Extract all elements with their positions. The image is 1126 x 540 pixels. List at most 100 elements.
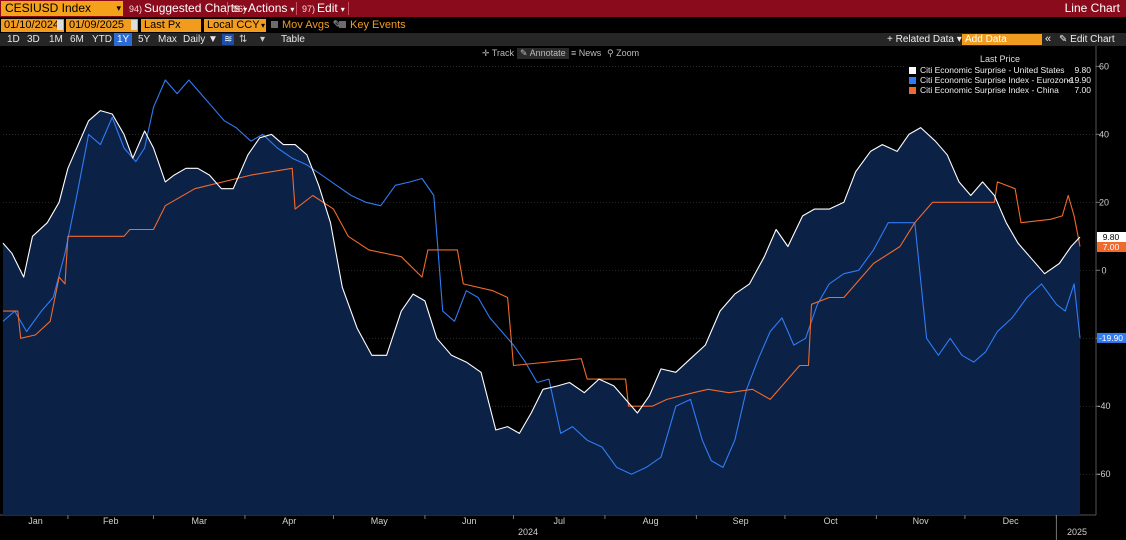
currency-select[interactable]: Local CCY ▾ xyxy=(204,19,266,32)
chevron-down-icon: ▾ xyxy=(340,5,345,14)
legend-swatch xyxy=(909,77,916,84)
zoom-tool[interactable]: ⚲ Zoom xyxy=(607,48,640,58)
legend-entry-china[interactable]: Citi Economic Surprise Index - China 7.0… xyxy=(909,85,1091,96)
calendar-icon[interactable] xyxy=(131,20,137,30)
x-tick-label: Sep xyxy=(733,516,749,526)
collapse-icon[interactable]: « xyxy=(1045,33,1052,45)
bar-style-icon[interactable]: ⇅ xyxy=(239,34,248,45)
chevron-down-icon: ▾ xyxy=(260,21,265,30)
us-series-line xyxy=(2,110,1081,434)
x-tick-label: Nov xyxy=(913,516,930,526)
end-date-value: 01/09/2025 xyxy=(69,19,125,31)
related-data-button[interactable]: + Related Data ▾ xyxy=(887,34,962,45)
suggested-charts-menu[interactable]: 94) Suggested Charts ▾ xyxy=(129,1,248,15)
china-last-value-tag-bg xyxy=(1097,241,1126,252)
command-bar: CESIUSD Index ▾ 94) Suggested Charts ▾ 96)… xyxy=(0,0,1126,17)
security-ticker: CESIUSD Index xyxy=(5,1,92,15)
legend-swatch xyxy=(909,87,916,94)
start-date-field[interactable]: 01/10/2024 xyxy=(1,19,64,32)
news-icon: ≡ xyxy=(571,48,577,58)
y-tick-label: 40 xyxy=(1099,129,1109,139)
edit-label: Edit xyxy=(317,1,338,15)
y-tick-label: 0 xyxy=(1101,265,1106,275)
x-tick-label: Jan xyxy=(28,516,43,526)
edit-menu[interactable]: 97) Edit ▾ xyxy=(302,1,345,15)
line-chart-icon[interactable]: ≋ xyxy=(222,34,235,45)
legend-value: 9.80 xyxy=(1074,65,1091,75)
annotate-tool[interactable]: ✎ Annotate xyxy=(517,48,569,59)
chevron-down-icon: ▾ xyxy=(243,5,248,14)
key-events-checkbox[interactable] xyxy=(339,21,346,28)
mov-avgs-label[interactable]: Mov Avgs ✎ xyxy=(282,19,342,31)
news-tool[interactable]: ≡ News xyxy=(571,48,602,58)
year-label: 2025 xyxy=(1067,527,1087,537)
price-field-value: Last Px xyxy=(144,19,181,31)
end-date-field[interactable]: 01/09/2025 xyxy=(66,19,138,32)
period-3d[interactable]: 3D xyxy=(27,34,40,45)
period-toolbar: 1D 3D 1M 6M YTD 1Y 5Y Max Daily ▼ ≋ ⇅ ▾ … xyxy=(0,33,1126,46)
legend-name: Citi Economic Surprise - United States xyxy=(920,65,1065,75)
period-5y[interactable]: 5Y xyxy=(138,34,151,45)
table-button[interactable]: Table xyxy=(281,34,305,45)
suggested-charts-label: Suggested Charts xyxy=(144,1,241,15)
legend-title: Last Price xyxy=(979,54,1021,64)
eurozone-last-value-tag-bg xyxy=(1097,332,1126,343)
crosshair-icon: ✛ xyxy=(482,48,490,58)
key-events-label[interactable]: Key Events xyxy=(350,19,406,31)
currency-value: Local CCY xyxy=(207,19,260,31)
x-tick-label: May xyxy=(371,516,389,526)
period-1y[interactable]: 1Y xyxy=(114,33,133,46)
period-6m[interactable]: 6M xyxy=(70,34,84,45)
us-last-value-tag: 9.80 xyxy=(1103,232,1120,242)
chart-style-dropdown-icon[interactable]: ▾ xyxy=(260,34,266,45)
x-tick-label: Mar xyxy=(191,516,207,526)
menu-divider xyxy=(227,2,228,15)
price-field-select[interactable]: Last Px xyxy=(141,19,201,32)
x-tick-label: Apr xyxy=(282,516,296,526)
us-area-fill xyxy=(3,110,1080,515)
parameter-bar: 01/10/2024 01/09/2025 Last Px Local CCY … xyxy=(0,17,1126,33)
us-last-value-tag-bg xyxy=(1097,231,1126,242)
legend-entry-eurozone[interactable]: Citi Economic Surprise Index - Eurozone … xyxy=(909,75,1091,86)
legend-name: Citi Economic Surprise Index - China xyxy=(920,85,1059,95)
y-tick-label: 60 xyxy=(1099,61,1109,71)
track-tool[interactable]: ✛ Track xyxy=(482,48,515,58)
chart-legend: Last Price Citi Economic Surprise - Unit… xyxy=(905,52,1095,97)
pencil-icon: ✎ xyxy=(1059,34,1068,45)
mov-avgs-checkbox[interactable] xyxy=(271,21,278,28)
x-axis-ticks: Jan Feb Mar Apr May Jun Jul Aug Sep Oct Nov Dec 2024… xyxy=(28,515,1087,540)
ticker-dropdown-icon[interactable]: ▾ xyxy=(116,3,121,13)
eurozone-last-value-tag: -19.90 xyxy=(1099,333,1123,343)
edit-chart-button[interactable]: ✎ Edit Chart xyxy=(1059,34,1115,45)
chevron-down-icon: ▾ xyxy=(956,34,962,45)
actions-label: Actions xyxy=(248,1,288,15)
x-tick-label: Feb xyxy=(103,516,119,526)
period-1d[interactable]: 1D xyxy=(7,34,20,45)
y-tick-label: -40 xyxy=(1097,401,1110,411)
period-ytd[interactable]: YTD xyxy=(92,34,112,45)
year-label: 2024 xyxy=(518,527,538,537)
us-area xyxy=(3,110,1080,515)
legend-swatch xyxy=(909,67,916,74)
pencil-icon[interactable]: ✎ xyxy=(332,19,342,31)
menu-divider xyxy=(348,2,349,15)
period-1m[interactable]: 1M xyxy=(49,34,63,45)
chevron-down-icon: ▾ xyxy=(290,5,295,14)
series-lines xyxy=(2,79,1081,475)
add-data-input[interactable]: Add Data xyxy=(962,34,1042,45)
china-series-line xyxy=(3,167,1081,407)
legend-entry-us[interactable]: Citi Economic Surprise - United States 9… xyxy=(909,65,1091,76)
calendar-icon[interactable] xyxy=(57,20,63,30)
period-max[interactable]: Max xyxy=(158,34,177,45)
chevron-down-icon: ▼ xyxy=(208,34,218,45)
security-ticker-field[interactable]: CESIUSD Index ▾ xyxy=(1,1,123,16)
legend-value: -19.90 xyxy=(1066,75,1091,85)
magnifier-icon: ⚲ xyxy=(607,48,614,58)
actions-menu[interactable]: 96) Actions ▾ xyxy=(233,1,295,15)
frequency-select[interactable]: Daily ▼ xyxy=(183,34,218,45)
pencil-icon: ✎ xyxy=(520,48,528,58)
x-tick-label: Jul xyxy=(553,516,565,526)
legend-value: 7.00 xyxy=(1074,85,1091,95)
